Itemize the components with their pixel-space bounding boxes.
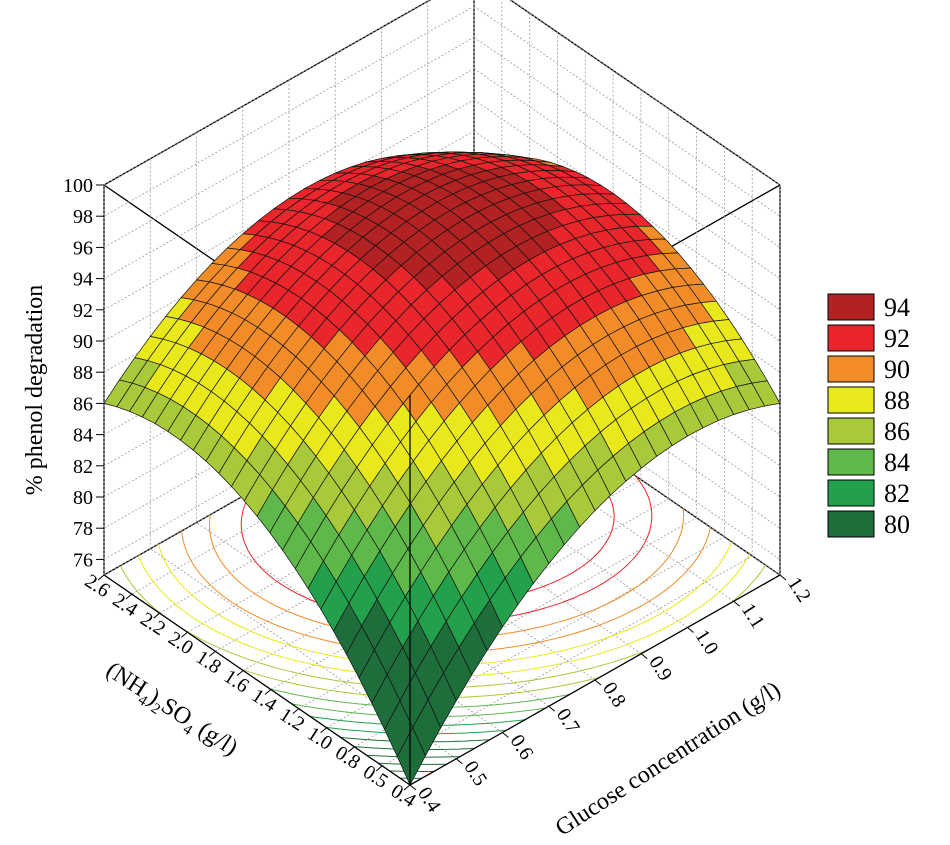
legend-swatch xyxy=(827,386,875,414)
x-tick-label: 1.1 xyxy=(737,600,769,633)
z-tick-label: 86 xyxy=(73,393,93,415)
y-tick-label: 1.8 xyxy=(192,646,225,678)
x-tick-label: 0.5 xyxy=(459,757,491,790)
y-tick-label: 2.4 xyxy=(109,589,142,621)
legend-label: 80 xyxy=(884,510,910,539)
x-tick-label: 1.2 xyxy=(783,573,815,606)
z-tick-label: 100 xyxy=(63,175,93,197)
z-tick-label: 90 xyxy=(73,331,93,353)
z-axis-ticks: 76 78 80 82 84 86 88 90 92 94 96 98 100 xyxy=(63,175,104,571)
surface-mesh xyxy=(103,151,781,786)
surface-cell xyxy=(396,726,426,786)
x-tick-label: 0.9 xyxy=(644,652,676,685)
z-tick-label: 84 xyxy=(73,425,93,447)
y-tick-label: 2.2 xyxy=(136,608,169,640)
legend-label: 88 xyxy=(884,386,910,415)
z-tick-label: 82 xyxy=(73,456,93,478)
legend-swatch xyxy=(827,324,875,352)
y-axis-title: (NH4)2SO4 (g/l) xyxy=(99,657,242,764)
y-tick-label: 2.0 xyxy=(164,627,197,659)
legend-swatch xyxy=(827,417,875,445)
legend-swatch xyxy=(827,355,875,383)
z-tick-label: 92 xyxy=(73,300,93,322)
z-tick-label: 78 xyxy=(73,518,93,540)
legend-label: 82 xyxy=(884,479,910,508)
legend-label: 92 xyxy=(884,324,910,353)
legend-label: 94 xyxy=(884,293,910,322)
y-tick-label: 1.0 xyxy=(303,723,336,755)
x-tick-label: 0.6 xyxy=(505,731,537,764)
x-tick-label: 0.4 xyxy=(413,783,445,816)
legend-label: 84 xyxy=(884,448,910,477)
legend-swatch xyxy=(827,293,875,321)
z-tick-label: 98 xyxy=(73,206,93,228)
z-tick-label: 96 xyxy=(73,237,93,259)
legend-swatch xyxy=(827,448,875,476)
y-tick-label: 2.6 xyxy=(81,570,114,602)
y-tick-label: 1.4 xyxy=(248,684,281,716)
legend-label: 90 xyxy=(884,355,910,384)
y-tick-label: 1.6 xyxy=(220,665,253,697)
legend-swatch xyxy=(827,510,875,538)
z-tick-label: 88 xyxy=(73,362,93,384)
legend-label: 86 xyxy=(884,417,910,446)
x-axis-title: Glucose concentration (g/l) xyxy=(551,677,785,842)
z-tick-label: 80 xyxy=(73,487,93,509)
z-tick-label: 94 xyxy=(73,269,93,291)
y-tick-label: 1.2 xyxy=(276,704,309,736)
z-axis-title: % phenol degradation xyxy=(22,285,48,496)
x-tick-label: 1.0 xyxy=(690,626,722,659)
x-tick-label: 0.8 xyxy=(598,678,630,711)
x-tick-label: 0.7 xyxy=(552,705,584,738)
z-tick-label: 76 xyxy=(73,549,93,571)
legend-swatch xyxy=(827,479,875,507)
y-tick-label: 0.5 xyxy=(359,761,392,793)
